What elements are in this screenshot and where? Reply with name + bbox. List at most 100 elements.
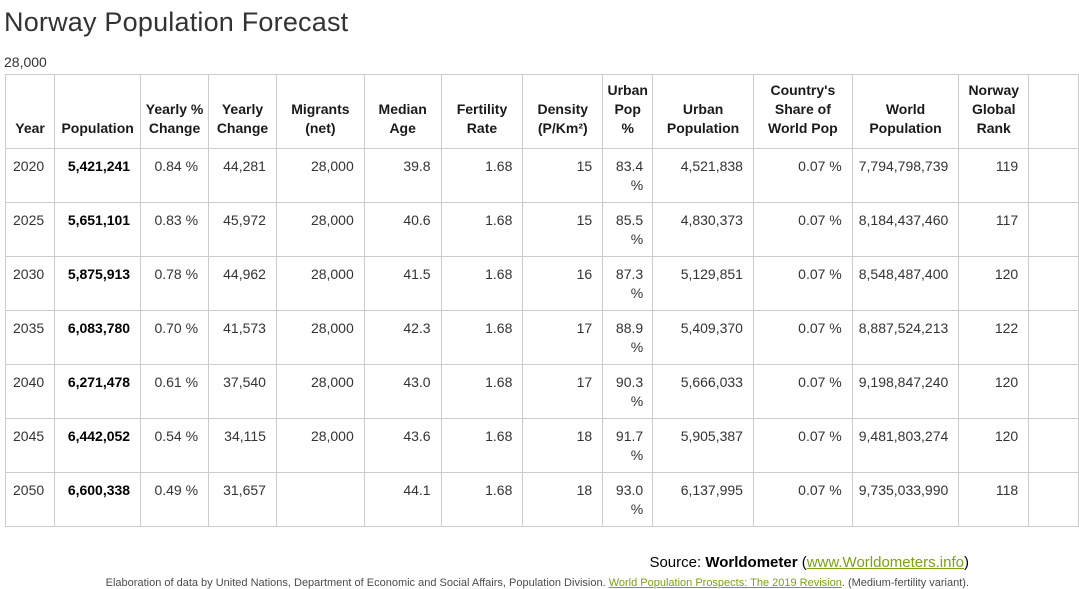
- cell-migrants-net: 28,000: [275, 417, 365, 473]
- cell-filler: [1028, 363, 1079, 419]
- cell-global-rank: 118: [958, 471, 1030, 527]
- cell-population: 5,651,101: [54, 201, 142, 257]
- cell-density: 17: [522, 309, 604, 365]
- cell-density: 16: [522, 255, 604, 311]
- col-header-urban-pop-pct: Urban Pop %: [602, 74, 654, 149]
- cell-global-rank: 120: [958, 363, 1030, 419]
- cell-urban-population: 4,521,838: [652, 147, 754, 203]
- cell-fertility-rate: 1.68: [440, 255, 524, 311]
- cell-density: 17: [522, 363, 604, 419]
- cell-yearly-change: 34,115: [208, 417, 277, 473]
- cell-median-age: 39.8: [363, 147, 442, 203]
- cell-share-of-world-pop: 0.07 %: [752, 309, 853, 365]
- cell-median-age: 41.5: [363, 255, 442, 311]
- cell-yearly-change: 31,657: [208, 471, 277, 527]
- cell-yearly-change: 41,573: [208, 309, 277, 365]
- cell-yearly-change: 45,972: [208, 201, 277, 257]
- cell-migrants-net: 28,000: [275, 363, 365, 419]
- col-header-filler: [1028, 74, 1079, 149]
- cell-urban-pop-pct: 93.0 %: [602, 471, 654, 527]
- cell-world-population: 9,735,033,990: [851, 471, 960, 527]
- cell-population: 5,421,241: [54, 147, 142, 203]
- cell-global-rank: 120: [958, 417, 1030, 473]
- cell-share-of-world-pop: 0.07 %: [752, 417, 853, 473]
- cell-median-age: 43.6: [363, 417, 442, 473]
- cell-year: 2035: [4, 309, 56, 365]
- cell-yearly-pct-change: 0.49 %: [140, 471, 210, 527]
- cell-fertility-rate: 1.68: [440, 309, 524, 365]
- cell-world-population: 8,887,524,213: [851, 309, 960, 365]
- cell-world-population: 9,481,803,274: [851, 417, 960, 473]
- cell-world-population: 9,198,847,240: [851, 363, 960, 419]
- cell-share-of-world-pop: 0.07 %: [752, 201, 853, 257]
- table-row: 2050 6,600,338 0.49 % 31,657 44.1 1.68 18 93.0 …: [4, 471, 1079, 527]
- cell-migrants-net: 28,000: [275, 309, 365, 365]
- cell-population: 5,875,913: [54, 255, 142, 311]
- table-row: 2040 6,271,478 0.61 % 37,540 28,000 43.0 1.68 1…: [4, 363, 1079, 419]
- cell-fertility-rate: 1.68: [440, 147, 524, 203]
- cell-filler: [1028, 417, 1079, 473]
- paren-close: ): [964, 553, 969, 571]
- cell-global-rank: 117: [958, 201, 1030, 257]
- cell-year: 2025: [4, 201, 56, 257]
- cell-share-of-world-pop: 0.07 %: [752, 471, 853, 527]
- cell-population: 6,271,478: [54, 363, 142, 419]
- cell-density: 18: [522, 471, 604, 527]
- cell-urban-pop-pct: 85.5 %: [602, 201, 654, 257]
- cell-migrants-net: 28,000: [275, 147, 365, 203]
- cell-urban-pop-pct: 90.3 %: [602, 363, 654, 419]
- cell-filler: [1028, 309, 1079, 365]
- source-site-name: Worldometer: [705, 553, 798, 571]
- cell-fertility-rate: 1.68: [440, 201, 524, 257]
- cell-filler: [1028, 471, 1079, 527]
- cell-urban-pop-pct: 91.7 %: [602, 417, 654, 473]
- cell-share-of-world-pop: 0.07 %: [752, 363, 853, 419]
- cell-share-of-world-pop: 0.07 %: [752, 147, 853, 203]
- cell-global-rank: 120: [958, 255, 1030, 311]
- cell-urban-pop-pct: 88.9 %: [602, 309, 654, 365]
- col-header-world-population: World Population: [851, 74, 960, 149]
- cell-share-of-world-pop: 0.07 %: [752, 255, 853, 311]
- cell-year: 2040: [4, 363, 56, 419]
- table-row: 2045 6,442,052 0.54 % 34,115 28,000 43.6 1.68 1…: [4, 417, 1079, 473]
- cell-world-population: 8,184,437,460: [851, 201, 960, 257]
- cell-filler: [1028, 147, 1079, 203]
- col-header-fertility-rate: Fertility Rate: [440, 74, 524, 149]
- col-header-yearly-pct-change: Yearly % Change: [140, 74, 210, 149]
- cell-filler: [1028, 201, 1079, 257]
- cell-yearly-pct-change: 0.83 %: [140, 201, 210, 257]
- col-header-yearly-change: Yearly Change: [208, 74, 277, 149]
- cell-population: 6,442,052: [54, 417, 142, 473]
- table-row: 2035 6,083,780 0.70 % 41,573 28,000 42.3 1.68 1…: [4, 309, 1079, 365]
- table-row: 2025 5,651,101 0.83 % 45,972 28,000 40.6 1.68 1…: [4, 201, 1079, 257]
- cell-urban-population: 5,666,033: [652, 363, 754, 419]
- col-header-global-rank: Norway Global Rank: [958, 74, 1030, 149]
- cell-urban-population: 5,409,370: [652, 309, 754, 365]
- cell-median-age: 40.6: [363, 201, 442, 257]
- cell-urban-pop-pct: 87.3 %: [602, 255, 654, 311]
- cell-world-population: 7,794,798,739: [851, 147, 960, 203]
- cell-year: 2030: [4, 255, 56, 311]
- cell-global-rank: 119: [958, 147, 1030, 203]
- col-header-median-age: Median Age: [363, 74, 442, 149]
- cell-population: 6,083,780: [54, 309, 142, 365]
- col-header-year: Year: [4, 74, 56, 149]
- cell-density: 15: [522, 147, 604, 203]
- cell-population: 6,600,338: [54, 471, 142, 527]
- cell-global-rank: 122: [958, 309, 1030, 365]
- col-header-share-of-world-pop: Country's Share of World Pop: [752, 74, 853, 149]
- col-header-population: Population: [54, 74, 142, 149]
- worldometers-link[interactable]: www.Worldometers.info: [806, 553, 964, 571]
- cell-yearly-pct-change: 0.70 %: [140, 309, 210, 365]
- cell-world-population: 8,548,487,400: [851, 255, 960, 311]
- world-population-prospects-link[interactable]: World Population Prospects: The 2019 Rev…: [608, 576, 842, 589]
- table-row: 2030 5,875,913 0.78 % 44,962 28,000 41.5 1.68 1…: [4, 255, 1079, 311]
- cell-median-age: 44.1: [363, 471, 442, 527]
- cell-filler: [1028, 255, 1079, 311]
- source-label: Source:: [649, 553, 706, 571]
- cell-fertility-rate: 1.68: [440, 417, 524, 473]
- cell-year: 2020: [4, 147, 56, 203]
- cell-urban-pop-pct: 83.4 %: [602, 147, 654, 203]
- cell-urban-population: 5,129,851: [652, 255, 754, 311]
- source-line: Source: Worldometer (www.Worldometers.in…: [4, 554, 969, 571]
